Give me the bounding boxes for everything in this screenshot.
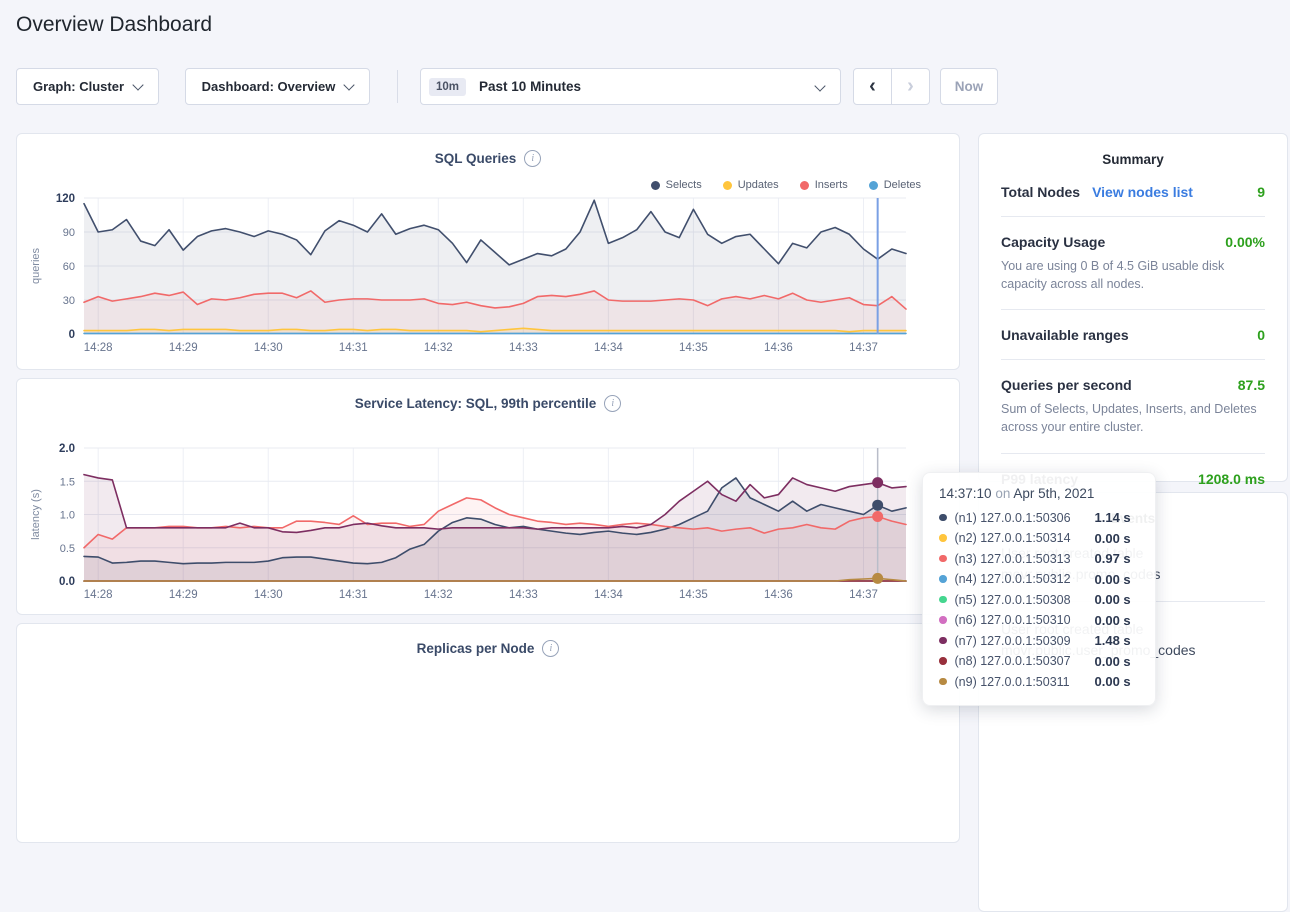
time-step-buttons: ‹ › [853, 68, 930, 105]
tooltip-row: (n7) 127.0.0.1:503091.48 s [939, 633, 1139, 648]
node-dot-icon [939, 678, 947, 686]
svg-text:14:34: 14:34 [594, 342, 623, 354]
replicas-per-node-panel: Replicas per Node i [16, 623, 960, 843]
svg-text:14:36: 14:36 [764, 589, 793, 601]
info-icon[interactable]: i [542, 640, 559, 657]
queries-per-second-value: 87.5 [1238, 377, 1265, 393]
node-dot-icon [939, 555, 947, 563]
svg-text:14:30: 14:30 [254, 342, 283, 354]
summary-row-total-nodes: Total Nodes View nodes list 9 [1001, 184, 1265, 200]
svg-text:30: 30 [63, 295, 75, 307]
svg-text:1.0: 1.0 [60, 510, 75, 522]
node-dot-icon [939, 596, 947, 604]
chevron-down-icon [344, 79, 355, 90]
svg-text:14:31: 14:31 [339, 589, 368, 601]
svg-text:1.5: 1.5 [60, 476, 75, 488]
tooltip-row: (n2) 127.0.0.1:503140.00 s [939, 531, 1139, 546]
replicas-per-node-title: Replicas per Node [417, 641, 535, 656]
dashboard-dropdown[interactable]: Dashboard: Overview [185, 68, 370, 105]
node-dot-icon [939, 616, 947, 624]
chevron-down-icon [814, 80, 825, 91]
dashboard-dropdown-label: Dashboard: Overview [202, 79, 336, 94]
page-title: Overview Dashboard [16, 13, 212, 37]
summary-row-qps: Queries per second 87.5 [1001, 377, 1265, 393]
svg-text:queries: queries [30, 247, 42, 284]
node-dot-icon [939, 514, 947, 522]
svg-text:14:36: 14:36 [764, 342, 793, 354]
svg-text:14:34: 14:34 [594, 589, 623, 601]
summary-title: Summary [1001, 152, 1265, 167]
svg-text:14:32: 14:32 [424, 342, 453, 354]
svg-text:14:32: 14:32 [424, 589, 453, 601]
svg-text:90: 90 [63, 227, 75, 239]
svg-text:0: 0 [69, 329, 75, 341]
unavailable-ranges-value: 0 [1257, 327, 1265, 343]
time-range-label: Past 10 Minutes [479, 79, 581, 94]
total-nodes-value: 9 [1257, 184, 1265, 200]
service-latency-panel: Service Latency: SQL, 99th percentile i … [16, 378, 960, 615]
next-interval-button[interactable]: › [892, 69, 929, 104]
tooltip-timestamp: 14:37:10 on Apr 5th, 2021 [939, 486, 1139, 501]
node-dot-icon [939, 575, 947, 583]
node-dot-icon [939, 534, 947, 542]
graph-dropdown[interactable]: Graph: Cluster [16, 68, 159, 105]
svg-text:14:29: 14:29 [169, 589, 198, 601]
svg-text:120: 120 [56, 193, 75, 205]
graph-dropdown-label: Graph: Cluster [33, 79, 124, 94]
svg-text:14:29: 14:29 [169, 342, 198, 354]
svg-text:14:37: 14:37 [849, 589, 878, 601]
p99-latency-value: 1208.0 ms [1198, 471, 1265, 487]
svg-text:14:35: 14:35 [679, 589, 708, 601]
capacity-usage-value: 0.00% [1225, 234, 1265, 250]
svg-text:14:28: 14:28 [84, 342, 113, 354]
divider [1001, 453, 1265, 454]
toolbar-divider [397, 70, 398, 103]
capacity-usage-desc: You are using 0 B of 4.5 GiB usable disk… [1001, 257, 1265, 293]
svg-text:60: 60 [63, 261, 75, 273]
svg-text:14:28: 14:28 [84, 589, 113, 601]
node-dot-icon [939, 657, 947, 665]
svg-text:14:33: 14:33 [509, 589, 538, 601]
svg-text:14:30: 14:30 [254, 589, 283, 601]
tooltip-row: (n9) 127.0.0.1:503110.00 s [939, 674, 1139, 689]
tooltip-row: (n6) 127.0.0.1:503100.00 s [939, 613, 1139, 628]
sql-queries-chart[interactable]: 14:28 14:29 14:30 14:31 14:32 14:33 14:34 14:35… [17, 134, 961, 371]
svg-text:2.0: 2.0 [59, 443, 75, 455]
svg-text:14:33: 14:33 [509, 342, 538, 354]
svg-text:14:35: 14:35 [679, 342, 708, 354]
chevron-down-icon [132, 79, 143, 90]
time-range-badge: 10m [429, 78, 466, 96]
previous-interval-button[interactable]: ‹ [854, 69, 892, 104]
svg-text:0.0: 0.0 [59, 576, 75, 588]
tooltip-row: (n4) 127.0.0.1:503120.00 s [939, 572, 1139, 587]
tooltip-row: (n8) 127.0.0.1:503070.00 s [939, 654, 1139, 669]
summary-panel: Summary Total Nodes View nodes list 9 Ca… [978, 133, 1288, 482]
summary-row-capacity: Capacity Usage 0.00% [1001, 234, 1265, 250]
svg-text:14:31: 14:31 [339, 342, 368, 354]
divider [1001, 359, 1265, 360]
tooltip-row: (n1) 127.0.0.1:503061.14 s [939, 510, 1139, 525]
svg-text:latency (s): latency (s) [30, 489, 42, 540]
queries-per-second-desc: Sum of Selects, Updates, Inserts, and De… [1001, 400, 1265, 436]
view-nodes-list-link[interactable]: View nodes list [1092, 184, 1193, 200]
sql-queries-panel: SQL Queries i Selects Updates Inserts De… [16, 133, 960, 370]
now-button[interactable]: Now [940, 68, 998, 105]
service-latency-chart[interactable]: 14:28 14:29 14:30 14:31 14:32 14:33 14:34 14:35… [17, 379, 961, 616]
tooltip-row: (n5) 127.0.0.1:503080.00 s [939, 592, 1139, 607]
node-dot-icon [939, 637, 947, 645]
time-range-dropdown[interactable]: 10m Past 10 Minutes [420, 68, 841, 105]
chart-hover-tooltip: 14:37:10 on Apr 5th, 2021 (n1) 127.0.0.1… [922, 472, 1156, 706]
svg-text:0.5: 0.5 [60, 543, 75, 555]
tooltip-row: (n3) 127.0.0.1:503130.97 s [939, 551, 1139, 566]
svg-text:14:37: 14:37 [849, 342, 878, 354]
divider [1001, 309, 1265, 310]
summary-row-unavailable: Unavailable ranges 0 [1001, 327, 1265, 343]
divider [1001, 216, 1265, 217]
